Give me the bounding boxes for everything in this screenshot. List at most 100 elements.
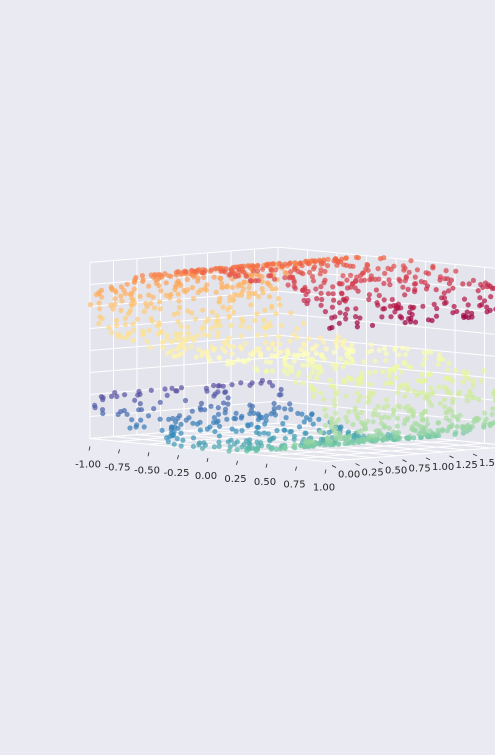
data-point — [340, 364, 346, 370]
data-point — [283, 415, 289, 421]
data-point — [146, 292, 152, 298]
data-point — [464, 394, 470, 400]
data-point — [386, 425, 392, 431]
data-point — [310, 388, 316, 394]
data-point — [313, 350, 319, 357]
data-point — [406, 309, 413, 315]
data-point — [321, 339, 327, 345]
data-point — [221, 400, 227, 406]
data-point — [434, 305, 440, 312]
x-tick-mark — [265, 463, 268, 468]
data-point — [328, 383, 334, 389]
data-point — [400, 284, 406, 290]
data-point — [226, 343, 232, 349]
data-point — [200, 307, 206, 313]
data-point — [129, 417, 135, 423]
data-point — [449, 378, 456, 384]
data-point — [276, 392, 282, 398]
data-point — [238, 380, 244, 386]
data-point — [492, 397, 495, 404]
data-point — [211, 393, 217, 399]
data-point — [241, 279, 247, 285]
data-point — [190, 435, 197, 441]
data-point — [453, 429, 459, 435]
data-point — [403, 352, 409, 358]
data-point — [267, 379, 273, 385]
data-point — [423, 286, 430, 292]
data-point — [392, 309, 398, 315]
data-point — [301, 320, 307, 326]
data-point — [318, 267, 324, 273]
data-point — [302, 430, 308, 436]
data-point — [301, 419, 307, 425]
data-point — [365, 399, 371, 405]
data-point — [418, 279, 424, 285]
data-point — [157, 416, 163, 422]
data-point — [352, 408, 358, 414]
data-point — [343, 316, 349, 322]
data-point — [246, 290, 252, 296]
data-point — [350, 359, 356, 365]
y-axis-ticks: 0.000.250.500.751.001.251.501.752.00 — [331, 453, 495, 481]
data-point — [190, 443, 196, 449]
data-point — [334, 344, 340, 350]
data-point — [399, 369, 405, 375]
y-tick-mark — [472, 453, 478, 457]
data-point — [135, 316, 141, 322]
data-point — [321, 280, 327, 286]
data-point — [365, 267, 371, 273]
data-point — [344, 285, 351, 291]
data-point — [345, 360, 351, 366]
data-point — [287, 429, 293, 435]
data-point — [225, 439, 231, 445]
data-point — [229, 382, 235, 388]
data-point — [87, 302, 94, 308]
data-point — [114, 322, 120, 329]
data-point — [277, 302, 283, 308]
data-point — [403, 381, 409, 388]
data-point — [204, 282, 210, 288]
data-point — [344, 306, 350, 312]
data-point — [199, 445, 206, 451]
data-point — [369, 322, 376, 328]
data-point — [295, 410, 301, 416]
grid-z-back — [277, 246, 495, 269]
data-point — [216, 433, 222, 439]
data-point — [282, 435, 288, 441]
data-point — [194, 421, 200, 427]
data-point — [426, 271, 432, 277]
data-point — [140, 277, 146, 283]
data-point — [204, 426, 210, 432]
data-point — [238, 323, 244, 329]
data-point — [144, 338, 150, 344]
data-point — [213, 318, 219, 324]
data-point — [211, 274, 217, 280]
data-point — [192, 268, 198, 275]
data-point — [376, 292, 382, 299]
data-point — [285, 351, 292, 357]
data-point — [439, 295, 445, 301]
data-point — [354, 320, 360, 326]
data-point — [224, 416, 230, 422]
data-point — [375, 266, 381, 272]
data-point — [272, 412, 279, 418]
data-point — [238, 333, 244, 339]
data-point — [372, 369, 378, 375]
data-point — [224, 283, 230, 289]
data-point — [359, 370, 365, 376]
x-tick-label: -0.75 — [105, 462, 131, 473]
data-point — [211, 382, 217, 389]
data-point — [222, 389, 228, 395]
data-point — [437, 400, 443, 407]
data-point — [394, 423, 400, 429]
data-point — [442, 276, 448, 282]
data-point — [193, 316, 199, 322]
data-point — [99, 407, 106, 413]
data-point — [482, 410, 488, 416]
data-point — [300, 362, 306, 368]
data-point — [123, 334, 129, 340]
x-tick-mark — [118, 449, 120, 454]
data-point — [461, 296, 468, 302]
data-point — [277, 341, 283, 347]
